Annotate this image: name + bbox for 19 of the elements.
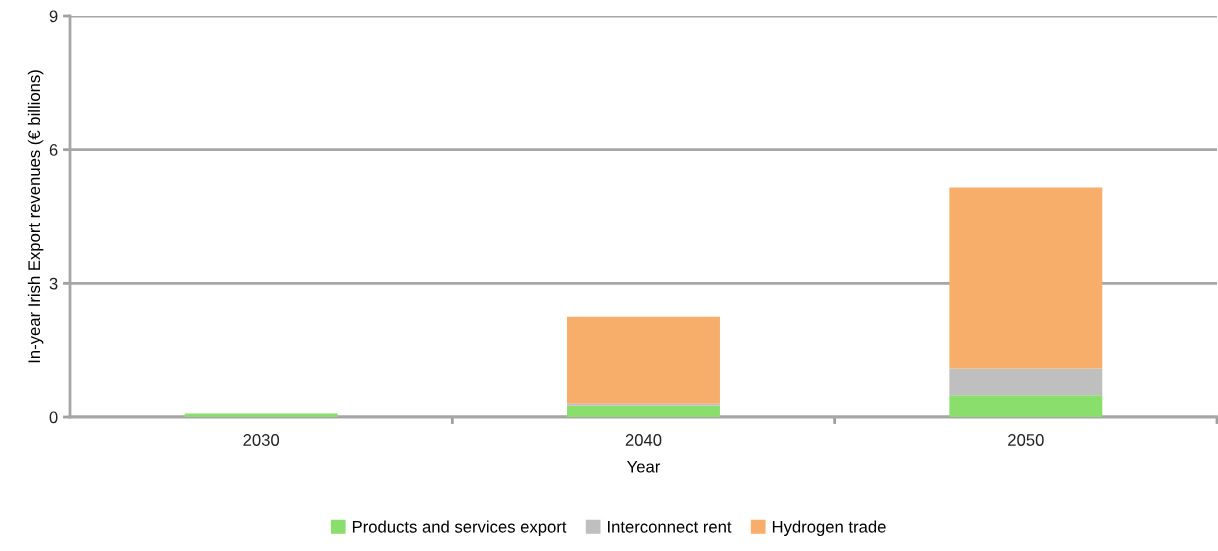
bar (567, 403, 720, 406)
legend-label: Products and services export (352, 520, 567, 536)
legend-label: Hydrogen trade (772, 520, 886, 536)
bar (949, 187, 1103, 369)
y-tick-label: 0 (49, 411, 58, 424)
legend-label: Interconnect rent (608, 521, 732, 533)
bar (184, 413, 338, 417)
x-tick-label: 2030 (243, 434, 280, 446)
x-tick-label: 2040 (625, 434, 662, 446)
bar (949, 368, 1103, 396)
bar (567, 316, 720, 404)
x-axis-title: Year (627, 460, 661, 473)
y-tick-label: 3 (49, 277, 58, 290)
bar (949, 395, 1103, 417)
y-tick-label: 9 (49, 10, 58, 23)
x-tick-label: 2050 (1008, 434, 1044, 446)
y-axis-title: In-year Irish Export revenues (€ billions) (27, 70, 44, 363)
y-tick-label: 6 (49, 144, 58, 156)
bar (567, 405, 720, 417)
